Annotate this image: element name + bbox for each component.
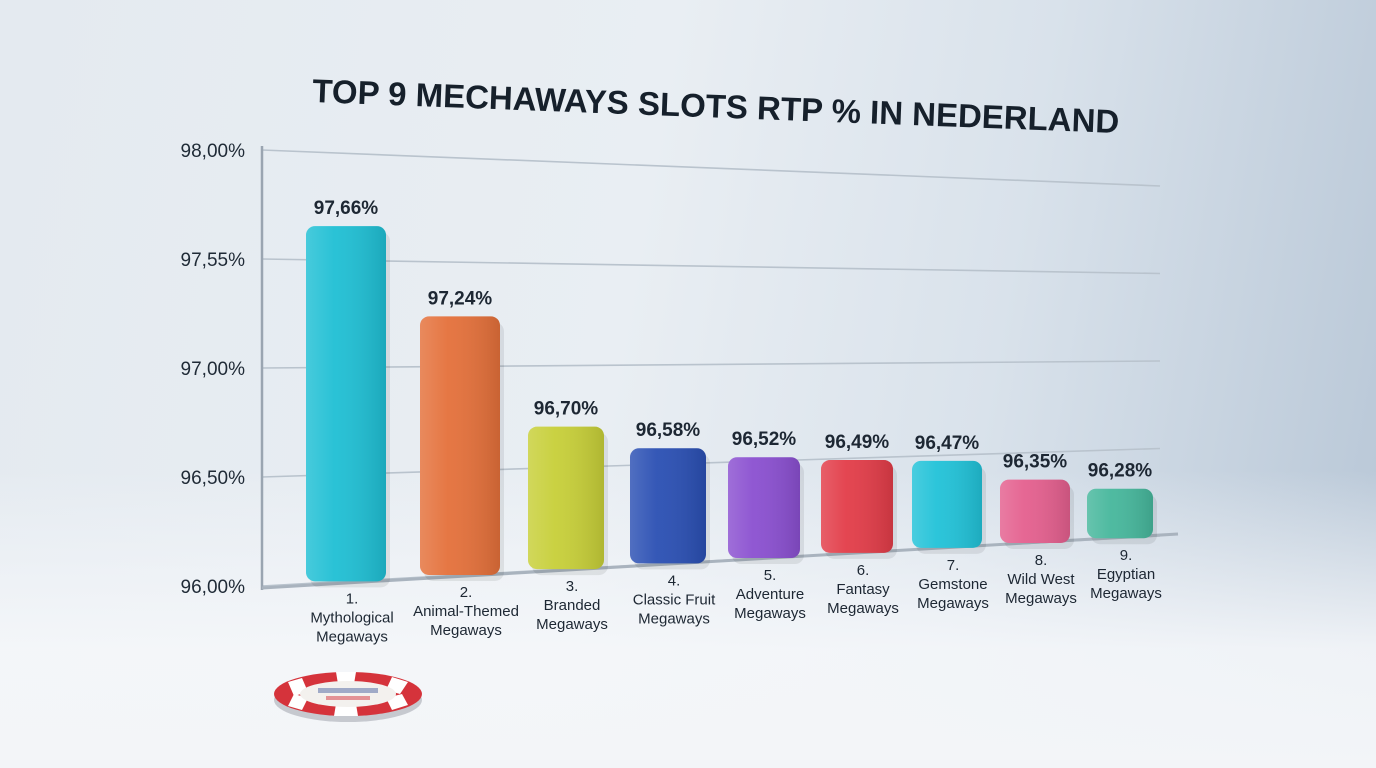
x-tick-label-line: 8.	[1035, 552, 1048, 569]
chart-title: TOP 9 MECHAWAYS SLOTS RTP % IN NEDERLAND	[312, 72, 1120, 140]
category-labels: 1. Mythological Megaways 2. Animal-Themed Meg…	[310, 547, 1162, 645]
x-tick-label-line: Megaways	[430, 622, 502, 639]
bar-value-label: 97,24%	[428, 288, 493, 309]
x-tick-label-line: Megaways	[1005, 590, 1077, 607]
x-tick-label: 4. Classic Fruit Megaways	[633, 572, 716, 627]
x-tick-label-line: 9.	[1120, 547, 1133, 564]
bar-highlight	[821, 460, 893, 553]
y-tick-label: 96,00%	[181, 577, 246, 598]
x-axis-line	[261, 532, 1179, 590]
bar-value-label: 96,58%	[636, 420, 701, 441]
bar-highlight	[1000, 479, 1070, 543]
x-tick-label-line: Mythological	[310, 609, 393, 626]
x-tick-label-line: Adventure	[736, 586, 804, 603]
x-tick-label-line: 6.	[857, 562, 870, 579]
bar-highlight	[728, 457, 800, 559]
bar-value-label: 96,52%	[732, 429, 797, 450]
gridline	[261, 360, 1161, 369]
gridline	[261, 149, 1161, 187]
x-tick-label: 8. Wild West Megaways	[1005, 552, 1077, 607]
x-tick-label-line: 3.	[566, 578, 579, 595]
gridline	[261, 258, 1161, 275]
bar-highlight	[420, 316, 500, 575]
value-labels: 97,66% 97,24% 96,70% 96,58% 96,52% 96,49% 96,4…	[314, 198, 1153, 482]
bar-highlight	[912, 460, 982, 548]
x-tick-label-line: 4.	[668, 572, 681, 589]
x-tick-label: 9. Egyptian Megaways	[1090, 547, 1162, 602]
bar-value-label: 96,28%	[1088, 461, 1153, 482]
x-tick-label-line: Megaways	[316, 628, 388, 645]
x-tick-label-line: 1.	[346, 590, 359, 607]
x-tick-label: 2. Animal-Themed Megaways	[413, 584, 519, 639]
x-tick-label-line: Megaways	[638, 610, 710, 627]
x-tick-label: 7. Gemstone Megaways	[917, 557, 989, 612]
poker-chip-icon	[274, 672, 422, 722]
x-tick-label-line: Animal-Themed	[413, 603, 519, 620]
y-tick-label: 96,50%	[181, 468, 246, 489]
x-tick-label-line: Branded	[544, 597, 601, 614]
x-tick-label-line: Megaways	[917, 595, 989, 612]
bar-value-label: 96,35%	[1003, 452, 1068, 473]
x-tick-label: 5. Adventure Megaways	[734, 567, 806, 622]
bars	[306, 226, 1157, 588]
x-tick-label: 6. Fantasy Megaways	[827, 562, 899, 617]
x-tick-label-line: Wild West	[1007, 571, 1075, 588]
x-tick-label-line: Megaways	[536, 616, 608, 633]
axes	[260, 146, 1179, 590]
x-tick-label-line: 5.	[764, 567, 777, 584]
x-tick-label-line: 7.	[947, 557, 960, 574]
x-tick-label-line: Gemstone	[918, 576, 987, 593]
bar-highlight	[1087, 488, 1153, 539]
bar-highlight	[630, 448, 706, 564]
bar-value-label: 96,47%	[915, 433, 980, 454]
bar-value-label: 96,70%	[534, 399, 599, 420]
x-tick-label-line: Fantasy	[836, 581, 890, 598]
x-tick-label-line: Megaways	[734, 605, 806, 622]
x-tick-label-line: 2.	[460, 584, 473, 601]
x-tick-label: 1. Mythological Megaways	[310, 590, 393, 645]
bar-highlight	[528, 426, 604, 570]
bar-value-label: 97,66%	[314, 198, 379, 219]
y-tick-label: 97,00%	[181, 359, 246, 380]
gridline	[261, 447, 1161, 478]
x-tick-label-line: Classic Fruit	[633, 591, 716, 608]
bar-highlight	[306, 226, 386, 582]
x-tick-label-line: Egyptian	[1097, 566, 1155, 583]
x-tick-label-line: Megaways	[1090, 585, 1162, 602]
x-tick-label: 3. Branded Megaways	[536, 578, 608, 633]
y-axis-ticks: 96,00% 96,50% 97,00% 97,55% 98,00%	[181, 141, 246, 598]
x-tick-label-line: Megaways	[827, 600, 899, 617]
y-tick-label: 97,55%	[181, 250, 246, 271]
bar-value-label: 96,49%	[825, 432, 890, 453]
y-tick-label: 98,00%	[181, 141, 246, 162]
